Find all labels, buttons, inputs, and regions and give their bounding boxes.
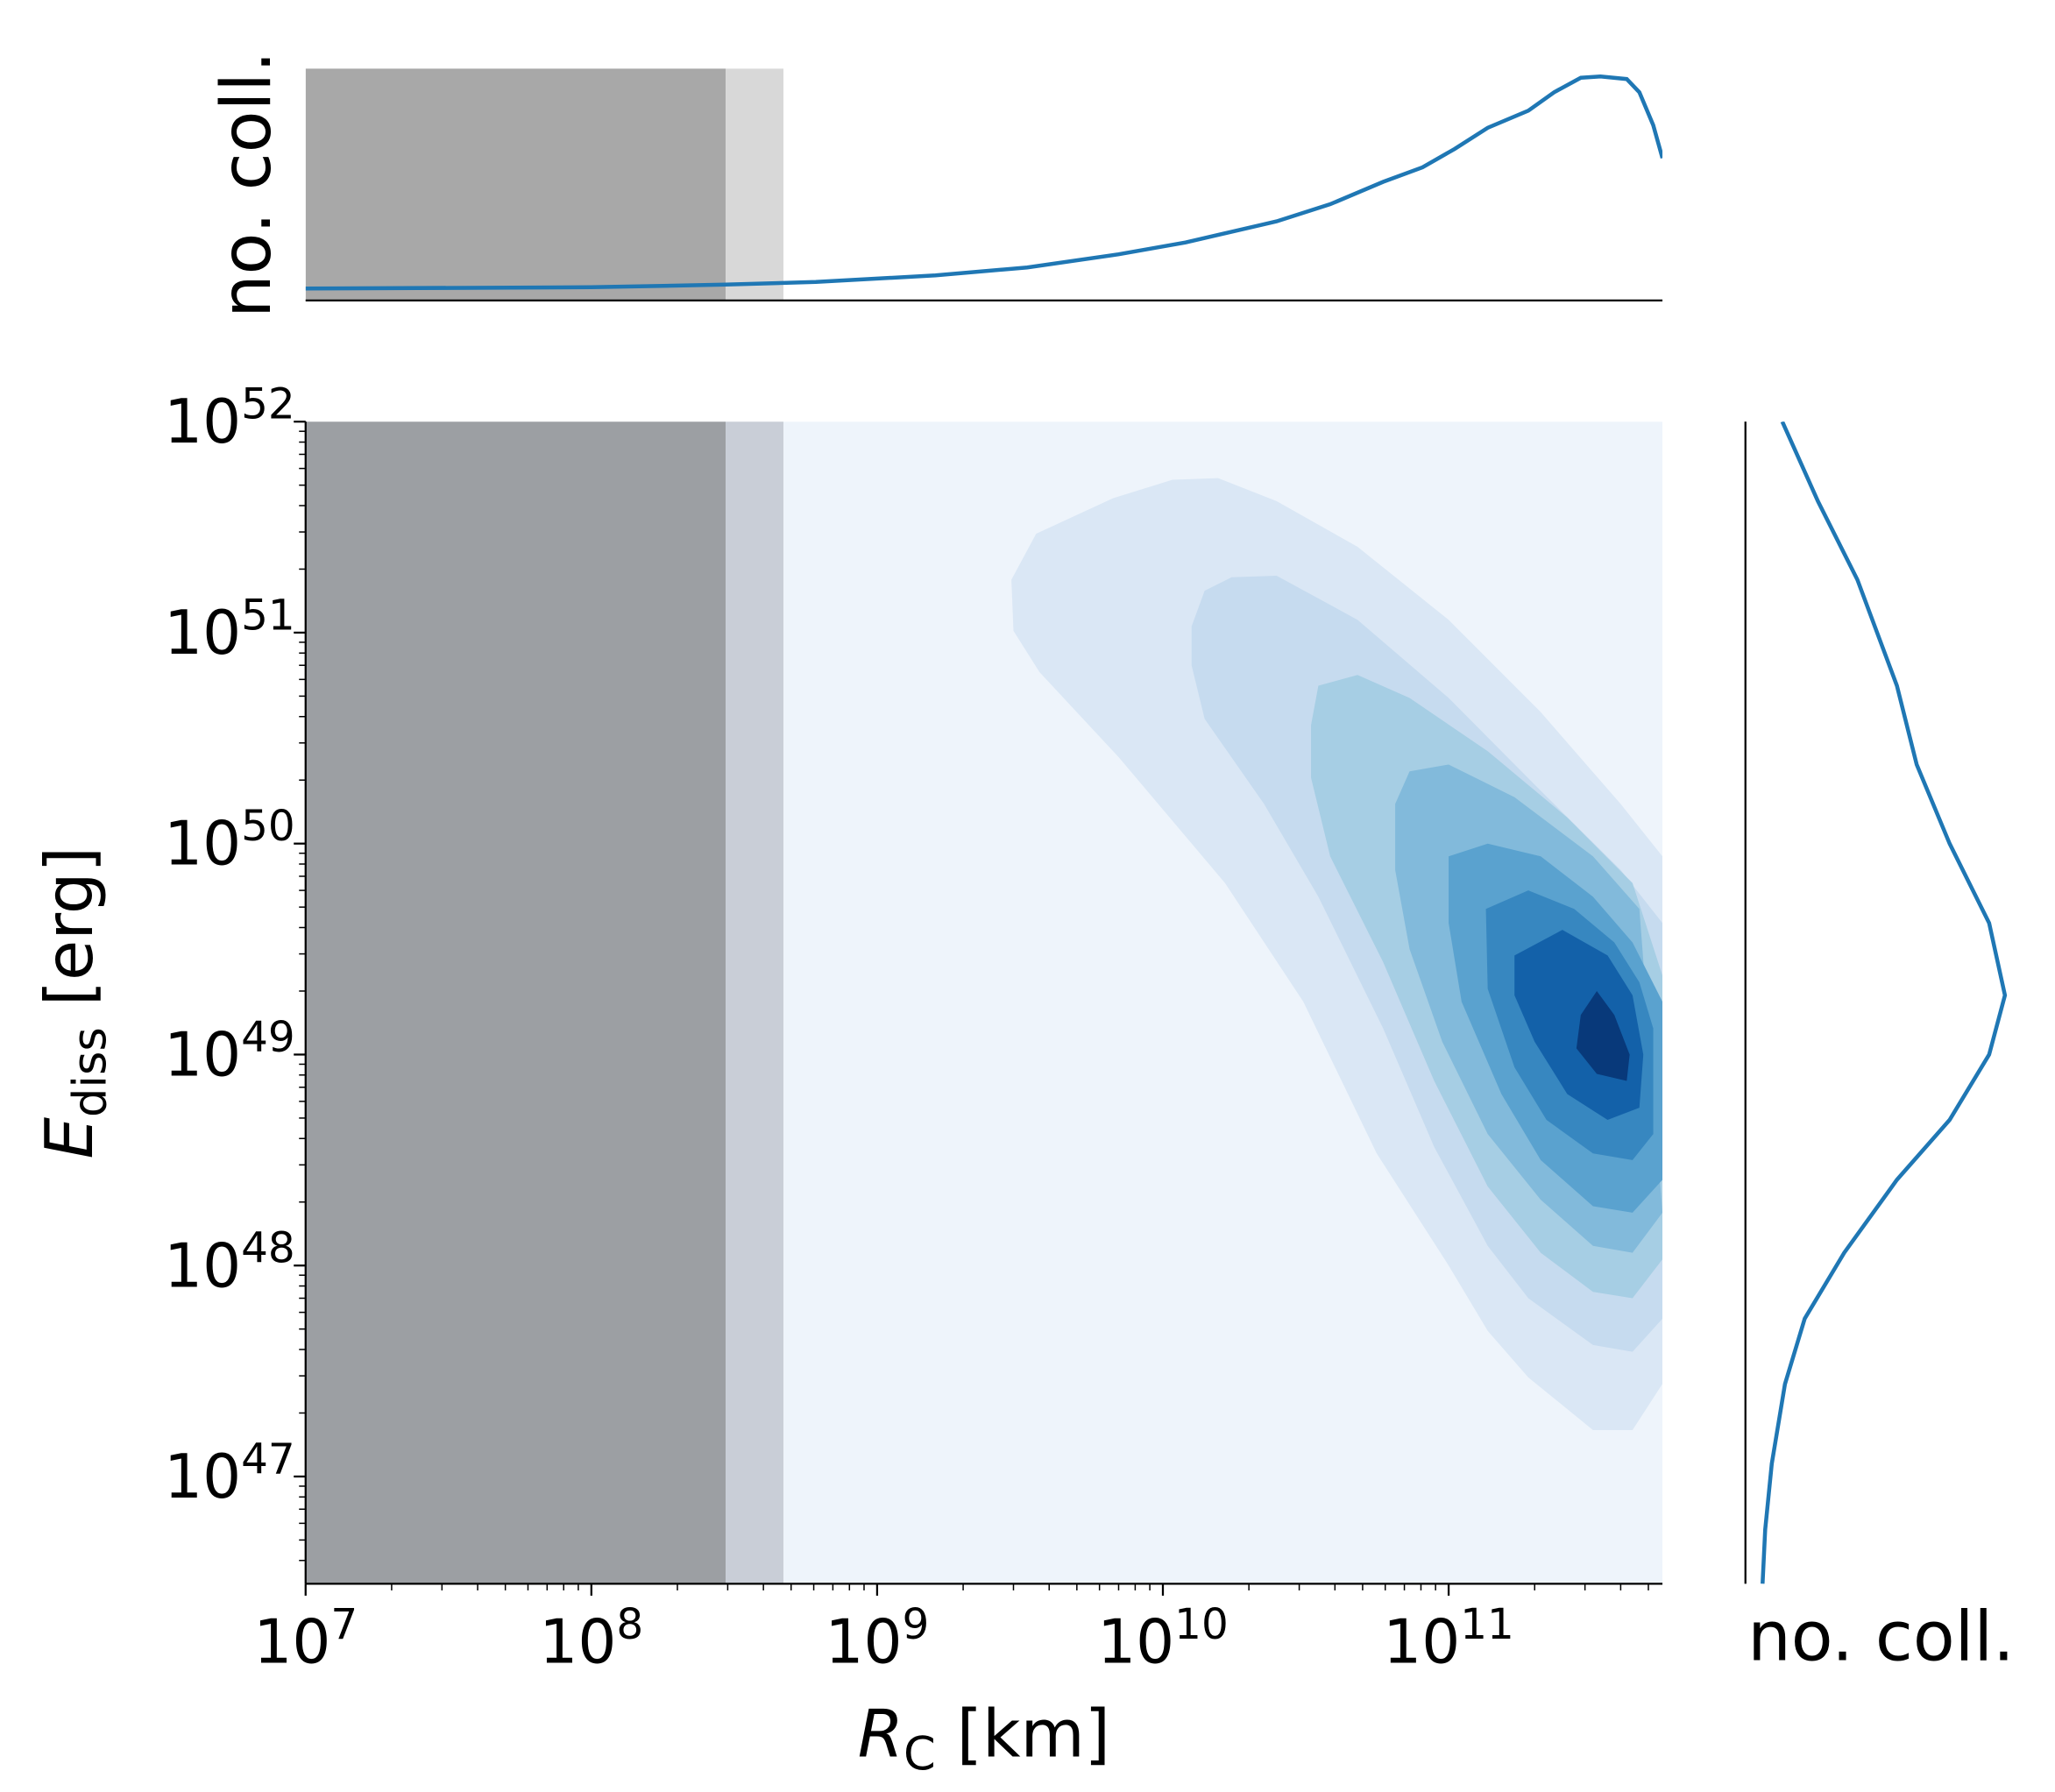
tick-label: 1048 — [164, 1224, 295, 1302]
plot-area — [1761, 421, 2008, 1584]
tick-label-exponent: 48 — [241, 1224, 295, 1273]
tick-label: 1051 — [164, 591, 295, 669]
tick-label-exponent: 51 — [241, 591, 295, 640]
tick-label-exponent: 52 — [241, 380, 295, 429]
tick-label-exponent: 8 — [616, 1600, 643, 1649]
x-axis-label: RC [km] — [858, 1695, 1110, 1781]
tick-label-base: 10 — [164, 810, 241, 880]
tick-label-base: 10 — [164, 1020, 241, 1090]
tick-label-base: 10 — [1097, 1608, 1174, 1678]
tick-label-exponent: 47 — [241, 1434, 295, 1484]
tick-label-base: 10 — [164, 1442, 241, 1512]
kde-line — [305, 74, 1663, 291]
tick-label: 1049 — [164, 1013, 295, 1091]
tick-label-base: 10 — [164, 1231, 241, 1301]
tick-label-exponent: 49 — [241, 1013, 295, 1062]
x-axis-label-unit: [km] — [936, 1695, 1110, 1772]
x-axis-label: no. coll. — [1747, 1597, 2015, 1677]
tick-label-exponent: 50 — [241, 802, 295, 851]
tick-label: 107 — [253, 1600, 358, 1678]
plot-area — [305, 421, 1663, 1584]
tick-label-exponent: 7 — [330, 1600, 358, 1649]
tick-label-base: 10 — [826, 1608, 903, 1678]
tick-label-base: 10 — [164, 387, 241, 457]
tick-label-base: 10 — [253, 1608, 330, 1678]
shaded-region — [726, 421, 783, 1584]
tick-label: 1011 — [1383, 1600, 1514, 1678]
y-axis-label-unit: [erg] — [31, 846, 108, 1027]
contour-level — [1576, 990, 1630, 1081]
tick-label-base: 10 — [1383, 1608, 1460, 1678]
tick-label-exponent: 9 — [902, 1600, 929, 1649]
y-axis-label: no. coll. — [207, 51, 287, 318]
tick-label-exponent: 11 — [1460, 1600, 1514, 1649]
y-axis-label-subscript: diss — [63, 1027, 117, 1117]
tick-label-exponent: 10 — [1174, 1600, 1229, 1649]
kde-line — [1761, 421, 2008, 1584]
shaded-region — [305, 68, 726, 301]
tick-label: 1052 — [164, 380, 295, 458]
y-axis-label-symbol: E — [31, 1117, 108, 1159]
tick-label: 1047 — [164, 1434, 295, 1512]
x-axis-label-subscript: C — [903, 1727, 936, 1781]
tick-label-base: 10 — [164, 599, 241, 669]
shaded-region — [726, 68, 783, 301]
tick-label: 1010 — [1097, 1600, 1229, 1678]
tick-label: 1050 — [164, 802, 295, 880]
tick-label: 108 — [539, 1600, 643, 1678]
x-axis-label-symbol: R — [858, 1695, 903, 1772]
tick-label-base: 10 — [539, 1608, 616, 1678]
plot-area — [305, 68, 1663, 301]
y-axis-label: Ediss [erg] — [31, 846, 117, 1158]
tick-label: 109 — [826, 1600, 930, 1678]
shaded-region — [305, 421, 726, 1584]
